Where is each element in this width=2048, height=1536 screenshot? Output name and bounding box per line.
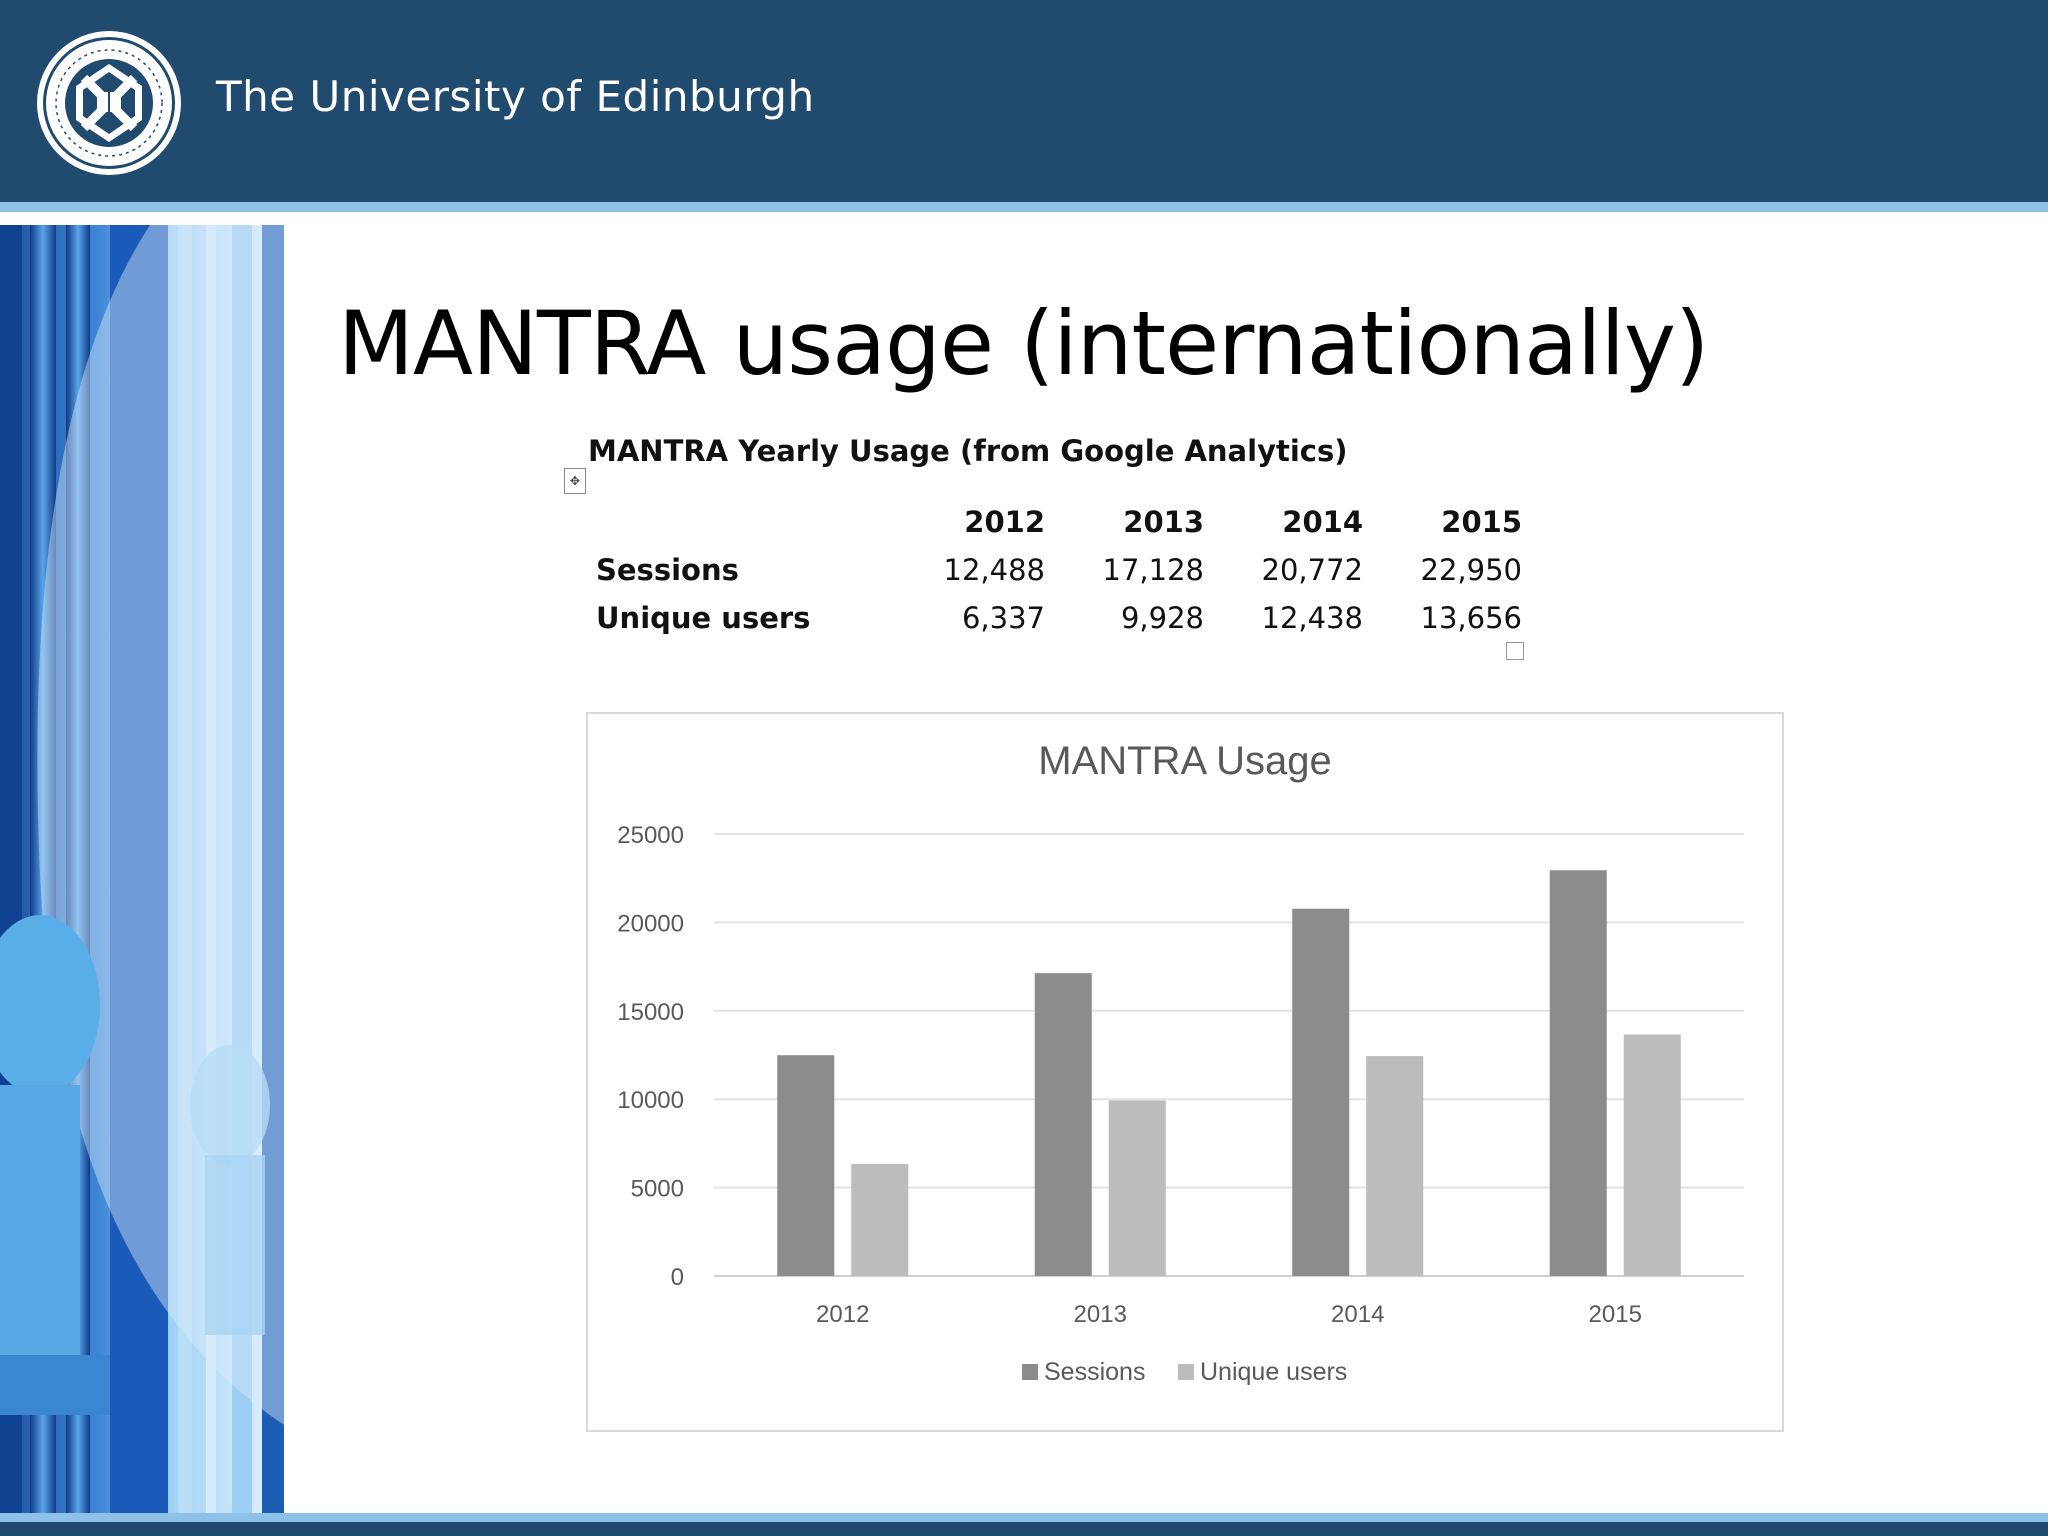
header-bar (0, 0, 2048, 202)
footer-stripe (0, 1513, 2048, 1522)
decorative-side-image (0, 225, 284, 1513)
table-cell: 13,656 (1420, 601, 1522, 635)
bar-sessions (777, 1055, 835, 1276)
table-row: Unique users 6,337 9,928 12,438 13,656 (596, 594, 1522, 642)
y-tick-label: 15000 (617, 999, 684, 1026)
bar-unique-users (1108, 1100, 1166, 1276)
y-tick-label: 10000 (617, 1087, 684, 1114)
footer-bar (0, 1522, 2048, 1536)
table-cell: 12,488 (943, 553, 1045, 587)
row-label-sessions: Sessions (596, 553, 739, 587)
table-cell: 9,928 (1120, 601, 1204, 635)
table-heading: MANTRA Yearly Usage (from Google Analyti… (588, 434, 1348, 468)
bar-sessions (1292, 908, 1350, 1276)
bar-sessions (1549, 870, 1607, 1276)
bar-unique-users (1623, 1034, 1681, 1276)
header-stripe (0, 202, 2048, 212)
x-tick-label: 2015 (1589, 1301, 1642, 1328)
chart-title: MANTRA Usage (1038, 739, 1331, 783)
bar-sessions (1034, 973, 1092, 1276)
y-tick-label: 25000 (617, 822, 684, 849)
chart-container: MANTRA Usage 0 5000 10000 15000 20000 25000 201… (586, 712, 1784, 1432)
table-header-row: 2012 2013 2014 2015 (596, 498, 1522, 546)
table-cell: 20,772 (1261, 553, 1363, 587)
table-row: Sessions 12,488 17,128 20,772 22,950 (596, 546, 1522, 594)
legend-swatch (1178, 1364, 1194, 1380)
table-resize-handle[interactable] (1506, 642, 1524, 660)
x-tick-label: 2013 (1074, 1301, 1127, 1328)
year-header: 2013 (1123, 505, 1204, 539)
table-corner-cell (596, 498, 886, 546)
year-header: 2012 (964, 505, 1045, 539)
legend-label: Sessions (1044, 1358, 1145, 1386)
slide-title: MANTRA usage (internationally) (338, 292, 1709, 395)
y-tick-label: 5000 (631, 1176, 684, 1203)
y-tick-label: 0 (671, 1264, 684, 1291)
bar-chart: MANTRA Usage 0 5000 10000 15000 20000 25000 201… (617, 739, 1744, 1386)
x-tick-label: 2014 (1331, 1301, 1384, 1328)
table-cell: 17,128 (1102, 553, 1204, 587)
year-header: 2015 (1441, 505, 1522, 539)
legend-label: Unique users (1200, 1358, 1347, 1386)
table-cell: 12,438 (1261, 601, 1363, 635)
university-name: The University of Edinburgh (216, 72, 815, 121)
university-crest-logo (37, 31, 181, 175)
table-cell: 22,950 (1420, 553, 1522, 587)
row-label-unique-users: Unique users (596, 601, 811, 635)
x-tick-label: 2012 (816, 1301, 869, 1328)
bar-unique-users (851, 1163, 909, 1276)
year-header: 2014 (1282, 505, 1363, 539)
table-move-handle-icon[interactable]: ✥ (564, 468, 586, 494)
table-cell: 6,337 (961, 601, 1045, 635)
legend-swatch (1022, 1364, 1038, 1380)
y-tick-label: 20000 (617, 910, 684, 937)
bar-unique-users (1366, 1056, 1424, 1276)
usage-table: 2012 2013 2014 2015 Sessions 12,488 17,1… (596, 498, 1522, 642)
